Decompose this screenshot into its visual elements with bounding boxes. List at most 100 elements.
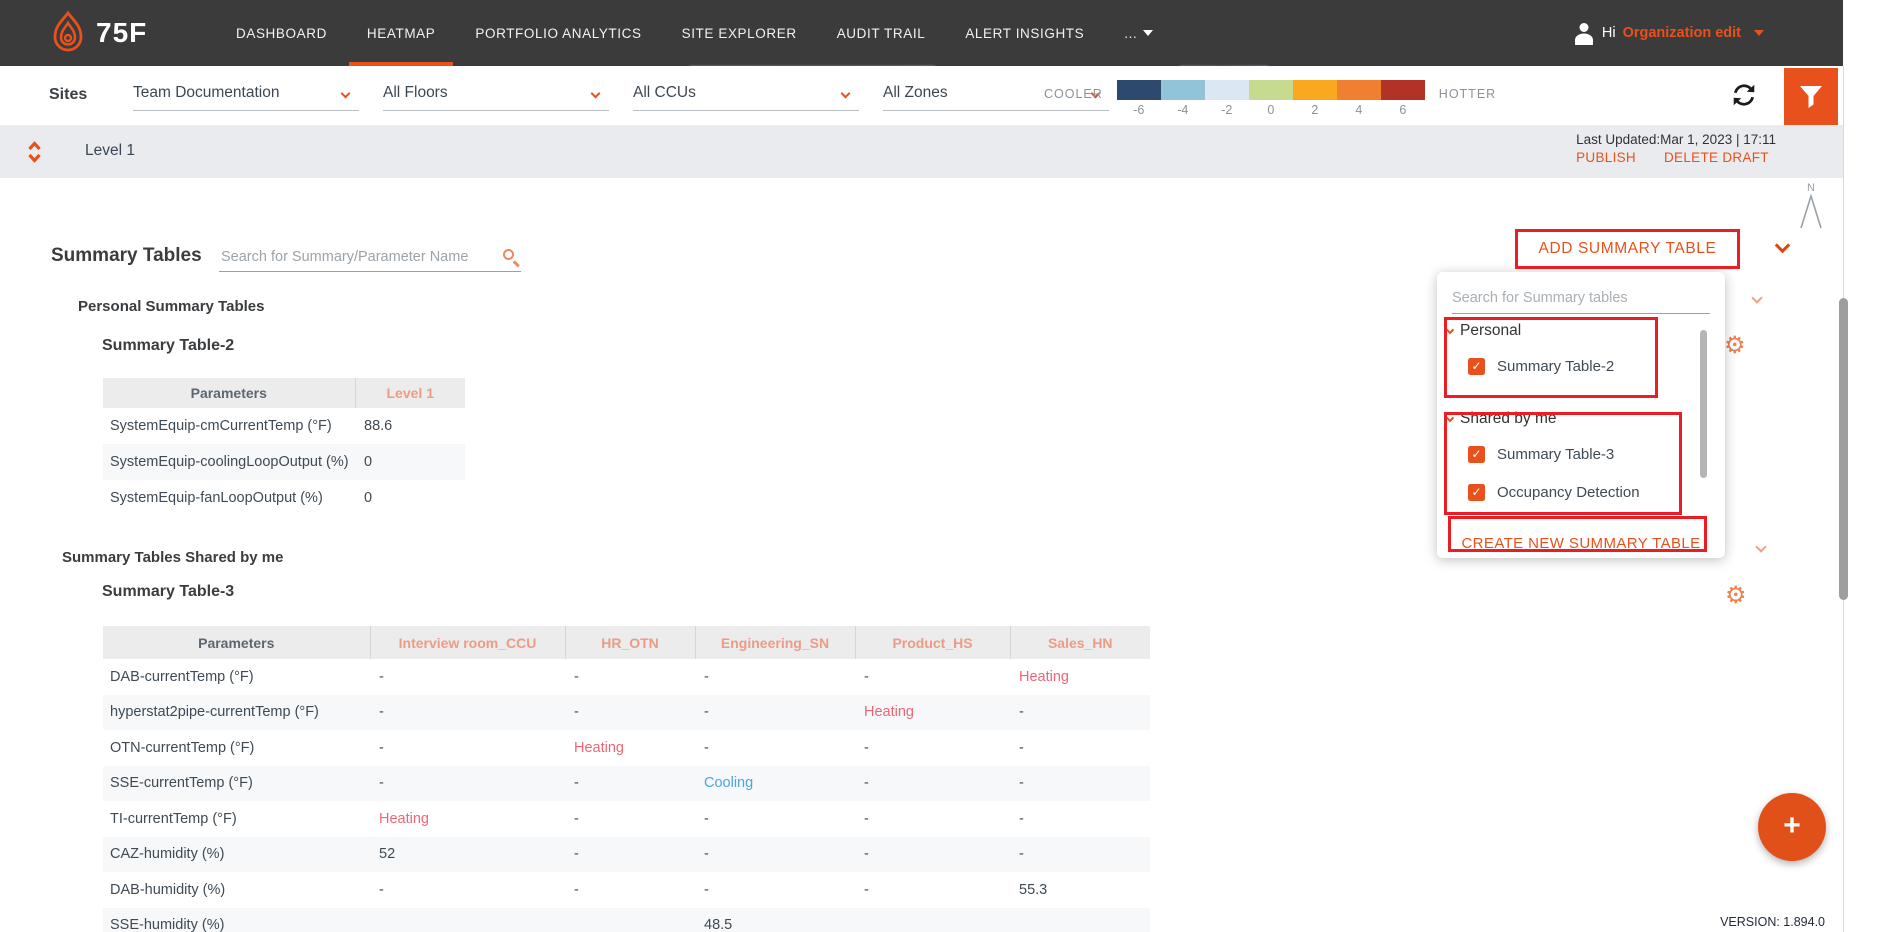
nav-item-audit-trail[interactable]: AUDIT TRAIL: [836, 25, 926, 41]
gear-icon[interactable]: ⚙: [1724, 332, 1746, 359]
cell-value: -: [574, 881, 579, 898]
filter-funnel-icon: [1800, 85, 1822, 108]
cell-parameter: TI-currentTemp (°F): [110, 810, 237, 827]
nav-item-more[interactable]: ...: [1124, 0, 1154, 66]
organization-edit-link[interactable]: Organization edit: [1622, 25, 1741, 41]
panel-group-shared-by-me[interactable]: Shared by me: [1445, 402, 1725, 435]
cell-value: -: [704, 704, 709, 721]
filter-button[interactable]: [1784, 68, 1838, 125]
legend-ticks: -6 -4 -2 0 2 4 6: [1117, 100, 1425, 117]
dropdown-zones[interactable]: All Zones: [883, 78, 1109, 111]
legend-blocks: [1116, 80, 1425, 100]
search-icon[interactable]: [503, 249, 521, 268]
cell-value: -: [379, 775, 384, 792]
legend-tick-label: 0: [1267, 103, 1275, 117]
svg-text:N: N: [1807, 182, 1815, 194]
shared-tables-heading: Summary Tables Shared by me: [62, 549, 284, 566]
table-row: SystemEquip-cmCurrentTemp (°F) 88.6: [103, 408, 465, 444]
page-scrollbar-thumb[interactable]: [1839, 298, 1848, 600]
table-row: DAB-currentTemp (°F) - - - - Heating: [103, 659, 1150, 695]
checkbox[interactable]: ✓: [1468, 445, 1485, 463]
cell-value: -: [864, 846, 869, 863]
panel-search-input[interactable]: [1452, 286, 1710, 314]
add-fab-button[interactable]: +: [1758, 793, 1826, 861]
brand-logo[interactable]: 75F: [48, 10, 147, 56]
filter-dropdowns: Team Documentation All Floors All CCUs All …: [133, 78, 1109, 111]
dropdown-site[interactable]: Team Documentation: [133, 78, 359, 111]
panel-item-summary-table-3[interactable]: ✓ Summary Table-3: [1447, 435, 1725, 473]
create-new-summary-table-button[interactable]: CREATE NEW SUMMARY TABLE: [1461, 535, 1701, 552]
checkbox[interactable]: ✓: [1468, 483, 1485, 501]
cell-value: [1010, 908, 1150, 932]
cell-value: [855, 908, 1010, 932]
level-bar: Level 1 Last Updated:Mar 1, 2023 | 17:11…: [0, 125, 1843, 178]
legend-tick-label: 4: [1355, 103, 1363, 117]
cell-parameter: hyperstat2pipe-currentTemp (°F): [110, 704, 319, 721]
cell-value: 55.3: [1019, 881, 1048, 898]
checkbox[interactable]: ✓: [1468, 357, 1485, 375]
cell-value: Cooling: [704, 775, 754, 792]
nav-item-heatmap[interactable]: HEATMAP: [348, 0, 454, 66]
cell-value: 52: [379, 846, 396, 863]
nav-item-alert-insights[interactable]: ALERT INSIGHTS: [965, 25, 1085, 41]
delete-draft-button[interactable]: DELETE DRAFT: [1663, 150, 1769, 165]
legend-color-block: [1336, 80, 1381, 100]
cell-value: -: [864, 810, 869, 827]
cell-value: -: [1019, 846, 1024, 863]
dropdown-ccus[interactable]: All CCUs: [633, 78, 859, 111]
panel-scrollbar[interactable]: [1700, 330, 1707, 478]
cell-value: -: [379, 881, 384, 898]
column-header: Parameters: [103, 378, 355, 408]
cell-value: -: [574, 846, 579, 863]
panel-item-occupancy-detection[interactable]: ✓ Occupancy Detection: [1447, 473, 1725, 511]
person-icon: [1574, 23, 1593, 45]
gear-icon[interactable]: ⚙: [1725, 582, 1747, 609]
chevron-down-icon: [1445, 413, 1455, 422]
caret-down-icon: [1754, 30, 1764, 36]
add-summary-table-button[interactable]: ADD SUMMARY TABLE: [1538, 240, 1717, 257]
chevron-down-icon[interactable]: [1774, 237, 1791, 254]
panel-group-label: Personal: [1460, 321, 1522, 339]
refresh-button[interactable]: [1731, 82, 1757, 113]
cell-value: Heating: [1019, 668, 1069, 685]
expand-collapse-icon[interactable]: [26, 140, 43, 169]
legend-color-block: [1380, 80, 1425, 100]
filter-bar: Sites Team Documentation All Floors All CC…: [0, 66, 1843, 125]
cell-parameter: SystemEquip-fanLoopOutput (%): [110, 490, 323, 506]
panel-item-summary-table-2[interactable]: ✓ Summary Table-2: [1447, 347, 1725, 385]
last-updated-text: Last Updated:Mar 1, 2023 | 17:11: [1576, 132, 1776, 147]
publish-button[interactable]: PUBLISH: [1576, 150, 1636, 165]
dropdown-value: All Zones: [883, 84, 948, 101]
chevron-down-icon[interactable]: [1755, 541, 1767, 553]
column-header: Sales_HN: [1009, 626, 1150, 659]
check-icon: ✓: [1471, 359, 1482, 373]
flame-logo-icon: [53, 10, 83, 52]
legend-hotter-label: HOTTER: [1438, 87, 1497, 101]
version-text: VERSION: 1.894.0: [1720, 915, 1825, 929]
user-menu[interactable]: Hi Organization edit: [1573, 0, 1764, 66]
cell-value: -: [574, 704, 579, 721]
table-row: SystemEquip-coolingLoopOutput (%) 0: [103, 444, 465, 480]
column-header: Product_HS: [854, 626, 1010, 659]
legend-color-block: [1160, 80, 1205, 100]
column-header: Interview room_CCU: [369, 626, 565, 659]
cell-value: -: [574, 810, 579, 827]
compass-north-icon: N: [1796, 180, 1826, 237]
panel-group-label: Shared by me: [1460, 409, 1557, 427]
panel-group-personal[interactable]: Personal: [1445, 314, 1725, 347]
table-row: DAB-humidity (%) - - - - 55.3: [103, 872, 1150, 908]
chevron-down-icon[interactable]: [1751, 292, 1763, 304]
nav-item-dashboard[interactable]: DASHBOARD: [236, 25, 327, 41]
legend-color-block: [1204, 80, 1249, 100]
summary-search-input[interactable]: [219, 244, 521, 272]
cell-value: 0: [364, 490, 373, 506]
table-row: SSE-currentTemp (°F) - - Cooling - -: [103, 765, 1150, 801]
table-row: SystemEquip-fanLoopOutput (%) 0: [103, 480, 465, 516]
nav-item-portfolio-analytics[interactable]: PORTFOLIO ANALYTICS: [475, 25, 642, 41]
column-header: Parameters: [103, 626, 370, 659]
cell-value: Heating: [574, 739, 624, 756]
dropdown-floors[interactable]: All Floors: [383, 78, 609, 111]
nav-item-site-explorer[interactable]: SITE EXPLORER: [681, 25, 797, 41]
table-row: SSE-humidity (%) 48.5: [103, 907, 1150, 932]
summary-tables-dropdown-panel: Personal ✓ Summary Table-2 Shared by me ✓ Sum…: [1437, 272, 1725, 558]
